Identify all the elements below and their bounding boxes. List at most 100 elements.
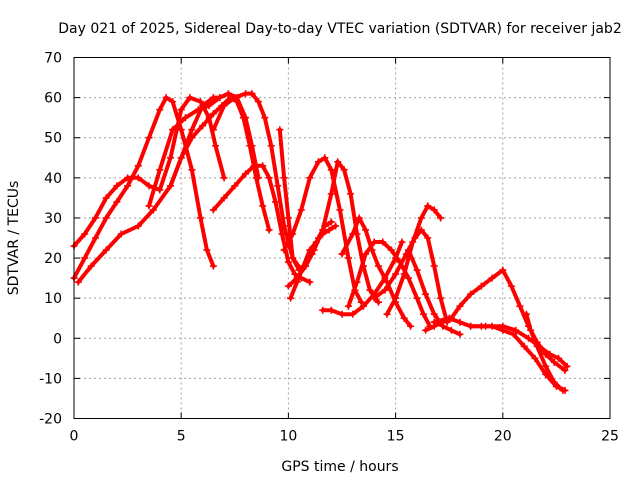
data-point [291,270,299,278]
data-point [482,322,490,330]
data-point [209,110,217,118]
data-point [81,254,89,262]
data-point [246,142,254,150]
data-point [113,198,121,206]
data-point [205,102,213,110]
data-point [250,162,258,170]
data-point [181,114,189,122]
data-point [177,106,185,114]
data-point [319,230,327,238]
y-tick-label: 60 [44,91,62,107]
data-point [280,246,288,254]
y-tick-label: 30 [44,211,62,227]
data-point [209,126,217,134]
data-point [477,282,485,290]
data-point [196,98,204,106]
data-point [555,354,563,362]
data-point [113,182,121,190]
y-tick-label: 50 [44,131,62,147]
x-tick-label: 0 [70,429,79,445]
data-point [74,278,82,286]
data-point [467,290,475,298]
data-point [381,286,389,294]
x-axis-label: GPS time / hours [281,459,398,475]
y-axis-label: SDTVAR / TECUs [6,181,22,296]
series-layer [70,90,571,394]
data-point [274,182,282,190]
data-point [392,294,400,302]
data-point [488,274,496,282]
data-point [563,362,571,370]
data-point [209,262,217,270]
data-point [527,326,535,334]
data-point [510,330,518,338]
data-point [284,258,292,266]
data-point [242,90,250,98]
plot-frame [73,57,611,419]
series-line [72,95,216,281]
data-point [347,190,355,198]
series-line [372,228,450,325]
data-point [188,166,196,174]
data-point [430,318,438,326]
y-tick-label: 20 [44,251,62,267]
x-tick-label: 5 [177,429,186,445]
series-line [340,215,413,329]
grid [74,57,610,419]
data-point [392,270,400,278]
data-point [306,174,314,182]
data-point [362,250,370,258]
data-point [349,310,357,318]
data-point [259,202,267,210]
data-point [359,302,367,310]
data-point [338,250,346,258]
data-point [91,214,99,222]
data-point [422,290,430,298]
data-point [400,314,408,322]
data-point [248,90,256,98]
data-point [499,322,507,330]
data-point [398,238,406,246]
data-point [252,174,260,182]
data-point [319,306,327,314]
data-point [374,262,382,270]
data-point [413,294,421,302]
data-point [550,358,558,366]
data-point [379,238,387,246]
series-arc-04 [145,90,262,210]
data-point [280,174,288,182]
y-tick-label: 0 [53,331,62,347]
series-arc-13 [338,214,415,330]
data-point [169,98,177,106]
series-arc-16 [383,202,445,318]
data-point [239,114,247,122]
series-arc-21 [522,310,567,394]
data-point [404,246,412,254]
x-tick-label: 10 [279,429,297,445]
data-point [437,294,445,302]
data-point [254,98,262,106]
data-point [409,238,417,246]
data-point [134,162,142,170]
data-point [344,254,352,262]
data-point [261,114,269,122]
data-point [209,206,217,214]
data-point [102,246,110,254]
x-tick-label: 20 [494,429,512,445]
data-point [284,214,292,222]
data-point [338,310,346,318]
series-line [147,91,261,208]
data-point [327,218,335,226]
data-point [289,230,297,238]
x-tick-label: 15 [387,429,405,445]
data-point [186,94,194,102]
data-point [430,206,438,214]
series-arc-03 [74,94,224,286]
data-point [430,262,438,270]
data-point [188,126,196,134]
data-point [149,206,157,214]
data-point [456,318,464,326]
data-point [278,230,286,238]
data-point [550,378,558,386]
data-point [203,246,211,254]
